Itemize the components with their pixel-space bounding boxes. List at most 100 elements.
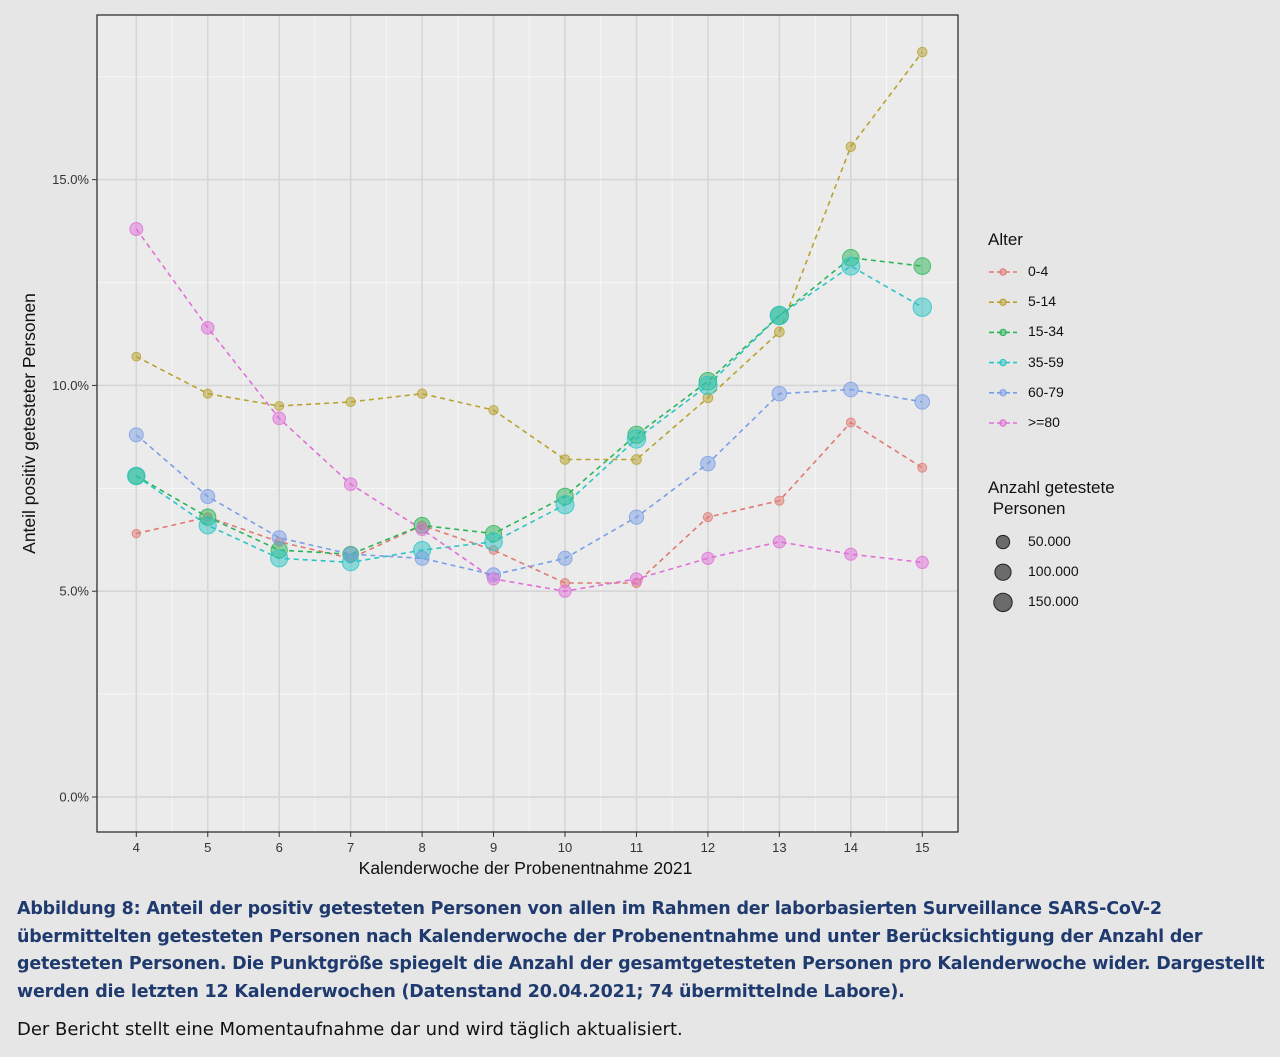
legend-label-0-4: 0-4 — [1028, 263, 1049, 279]
data-point — [131, 528, 141, 539]
legend-size-point — [993, 592, 1013, 613]
data-point — [131, 351, 142, 362]
y-tick-label: 15.0% — [52, 172, 89, 187]
report-note: Der Bericht stellt eine Momentaufnahme d… — [17, 1019, 683, 1040]
data-point — [915, 555, 929, 570]
legend-size-point — [994, 563, 1012, 581]
data-point — [774, 495, 785, 506]
data-point — [773, 326, 785, 338]
y-tick-label: 5.0% — [59, 584, 89, 599]
data-point — [698, 375, 718, 396]
y-axis-title: Anteil positiv getesteter Personen — [19, 293, 39, 554]
series-line-60-79 — [135, 388, 923, 576]
data-point — [845, 417, 856, 428]
data-point — [843, 381, 859, 398]
data-point — [628, 509, 645, 525]
figure-caption: Abbildung 8: Anteil der positiv getestet… — [17, 899, 1265, 1002]
x-tick-label: 14 — [844, 840, 858, 855]
legend-size-label: 150.000 — [1028, 593, 1079, 610]
x-tick-label: 13 — [772, 840, 786, 855]
data-point — [415, 522, 429, 537]
legend-label-35-59: 35-59 — [1028, 353, 1064, 370]
x-tick-label: 9 — [490, 840, 497, 855]
x-tick-label: 10 — [558, 840, 572, 855]
data-point — [631, 454, 642, 465]
data-point — [127, 466, 146, 486]
data-point — [274, 401, 285, 412]
legend-label->=80: >=80 — [1028, 414, 1060, 430]
data-point — [484, 532, 503, 552]
data-point — [129, 222, 144, 237]
data-point — [128, 427, 144, 443]
data-point — [844, 547, 858, 561]
legend-key-point — [999, 419, 1007, 427]
data-point — [772, 535, 786, 549]
legend-size-title: Anzahl getestete Personen — [988, 478, 1115, 518]
data-point — [912, 297, 932, 317]
x-axis-title: Kalenderwoche der Probenentnahme 2021 — [359, 858, 693, 878]
data-point — [416, 388, 428, 399]
data-point — [488, 404, 499, 416]
series-line-15-34 — [135, 256, 923, 556]
series-lines — [135, 51, 923, 593]
x-tick-label: 12 — [701, 840, 715, 855]
x-tick-label: 15 — [915, 840, 929, 855]
legend-size-label: 50.000 — [1028, 533, 1071, 549]
minor-grid — [97, 15, 958, 832]
data-point — [702, 512, 714, 523]
data-point — [559, 454, 571, 465]
legend-color-title: Alter — [988, 230, 1023, 249]
data-point — [558, 584, 572, 598]
data-point — [557, 550, 573, 566]
legend-key-point — [999, 268, 1007, 276]
legend-label-5-14: 5-14 — [1028, 293, 1057, 310]
chart: 0.0% 5.0% 10.0% 15.0% 4 5 6 7 8 9 10 11 12 13 14 15 Kale… — [19, 14, 1017, 878]
plot-panel — [97, 15, 958, 832]
series-line-0-4 — [136, 421, 923, 584]
legend-label-15-34: 15-34 — [1028, 323, 1064, 340]
data-point — [841, 256, 861, 276]
x-tick-label: 7 — [347, 840, 354, 855]
y-tick-label: 10.0% — [52, 378, 89, 393]
data-point — [626, 429, 647, 449]
data-point — [200, 489, 216, 505]
data-point — [913, 257, 932, 275]
legend-key-point — [999, 358, 1007, 367]
data-point — [345, 396, 356, 407]
data-point — [555, 495, 575, 515]
legend-label-60-79: 60-79 — [1028, 383, 1064, 400]
legend-color-keys — [989, 268, 1017, 427]
legend-size-point — [995, 534, 1011, 550]
data-point — [198, 516, 217, 535]
legend-key-point — [999, 298, 1007, 306]
series-points — [127, 46, 932, 598]
data-point — [486, 572, 501, 586]
data-point — [272, 411, 287, 426]
data-point — [202, 388, 213, 399]
axes: 0.0% 5.0% 10.0% 15.0% 4 5 6 7 8 9 10 11 12 13 14 15 Kale… — [19, 172, 930, 878]
y-tick-label: 0.0% — [59, 790, 89, 805]
data-point — [845, 141, 857, 152]
data-point — [917, 46, 928, 58]
data-point — [270, 549, 289, 568]
legend-size-keys — [993, 534, 1013, 613]
data-point — [200, 321, 215, 335]
data-point — [917, 462, 928, 473]
series-line->=80 — [135, 228, 923, 593]
legend-key-point — [999, 328, 1007, 337]
data-point — [343, 477, 358, 492]
legend-size-label: 100.000 — [1028, 563, 1079, 580]
x-tick-label: 5 — [204, 840, 211, 855]
x-tick-label: 11 — [630, 840, 644, 855]
data-point — [701, 551, 715, 565]
x-tick-label: 6 — [276, 840, 283, 855]
data-point — [271, 530, 287, 546]
data-point — [414, 550, 430, 566]
data-point — [914, 394, 931, 410]
legend-key-point — [999, 389, 1007, 397]
data-point — [769, 305, 790, 326]
x-tick-label: 8 — [418, 840, 425, 855]
plot-border — [96, 14, 959, 833]
x-tick-label: 4 — [133, 840, 140, 855]
data-point — [700, 455, 716, 472]
